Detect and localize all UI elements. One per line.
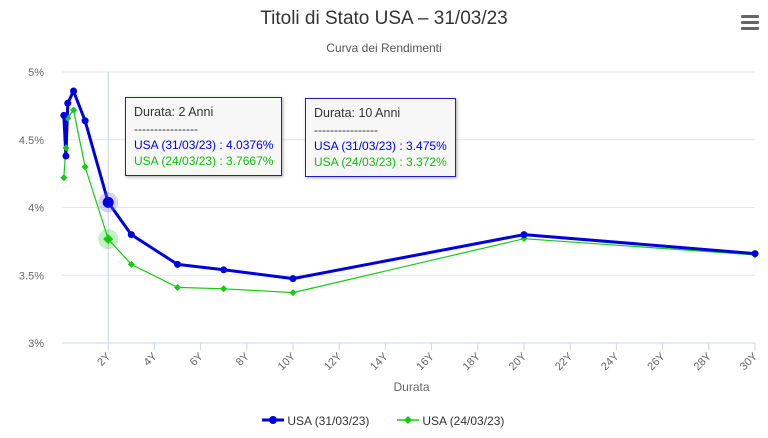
x-tick-label: 4Y	[142, 350, 160, 368]
data-point-usa-31-03-23	[64, 99, 72, 107]
data-point-usa-31-03-23	[520, 231, 528, 239]
tooltip-value-series-a: USA (31/03/23) : 3.475%	[314, 139, 447, 153]
data-point-usa-24-03-23	[103, 234, 114, 245]
tooltip-header: Durata: 10 Anni	[314, 106, 401, 120]
x-tick-label: 2Y	[95, 350, 113, 368]
data-point-usa-31-03-23	[81, 117, 89, 125]
hamburger-menu-icon[interactable]	[741, 15, 759, 30]
tooltip-10y: Durata: 10 Anni ---------------- USA (31…	[305, 98, 456, 177]
y-tick-label: 5%	[28, 67, 44, 79]
chart-title: Titoli di Stato USA – 31/03/23	[260, 8, 508, 29]
y-tick-label: 3%	[28, 338, 44, 350]
data-point-usa-24-03-23	[174, 283, 181, 291]
data-point-usa-31-03-23	[174, 260, 181, 268]
tooltip-value-series-a: USA (31/03/23) : 4.0376%	[134, 138, 274, 152]
x-tick-label: 14Y	[368, 350, 391, 373]
chart-subtitle: Curva dei Rendimenti	[326, 41, 442, 55]
tooltip-value-series-b: USA (24/03/23) : 3.7667%	[134, 154, 274, 168]
x-tick-label: 6Y	[188, 350, 206, 368]
legend-item-series-a[interactable]: USA (31/03/23)	[262, 414, 369, 428]
data-point-usa-31-03-23	[220, 266, 228, 274]
y-tick-label: 3.5%	[19, 270, 44, 282]
data-point-usa-24-03-23	[81, 163, 89, 171]
data-point-usa-31-03-23	[60, 111, 68, 119]
x-tick-label: 10Y	[276, 350, 299, 373]
legend-item-series-b[interactable]: USA (24/03/23)	[397, 414, 504, 428]
x-axis-title: Durata	[393, 380, 429, 394]
y-tick-label: 4.5%	[19, 135, 44, 147]
x-tick-label: 12Y	[322, 350, 345, 373]
x-tick-label: 28Y	[692, 350, 715, 373]
data-point-usa-24-03-23	[220, 285, 228, 293]
x-tick-label: 24Y	[599, 350, 622, 373]
x-tick-label: 20Y	[507, 350, 530, 373]
data-point-usa-24-03-23	[70, 106, 78, 114]
data-point-usa-31-03-23	[751, 250, 759, 258]
data-point-usa-24-03-23	[289, 289, 297, 297]
x-tick-label: 26Y	[645, 350, 668, 373]
legend-label: USA (24/03/23)	[422, 414, 505, 428]
tooltip-separator: ----------------	[134, 122, 198, 136]
legend-symbol-diamond-icon	[397, 416, 419, 424]
data-point-usa-31-03-23	[62, 152, 70, 160]
x-tick-label: 30Y	[738, 350, 761, 373]
data-point-usa-31-03-23	[289, 275, 297, 283]
tooltip-separator: ----------------	[314, 123, 378, 137]
tooltip-2y: Durata: 2 Anni ---------------- USA (31/…	[125, 97, 283, 176]
y-tick-label: 4%	[28, 203, 44, 215]
data-point-usa-31-03-23	[127, 231, 135, 239]
x-tick-label: 16Y	[414, 350, 437, 373]
data-point-usa-24-03-23	[60, 174, 68, 182]
tooltip-header: Durata: 2 Anni	[134, 105, 214, 119]
data-point-usa-24-03-23	[62, 144, 70, 152]
data-point-usa-31-03-23	[70, 87, 78, 95]
data-point-usa-31-03-23	[102, 196, 114, 208]
tooltip-value-series-b: USA (24/03/23) : 3.372%	[314, 155, 447, 169]
x-tick-label: 22Y	[553, 350, 576, 373]
data-point-usa-24-03-23	[127, 260, 135, 268]
series-line-usa-31-03-23	[62, 89, 756, 281]
x-tick-label: 8Y	[234, 350, 252, 368]
legend-label: USA (31/03/23)	[287, 414, 370, 428]
legend-symbol-circle-icon	[262, 416, 284, 424]
x-tick-label: 18Y	[461, 350, 484, 373]
